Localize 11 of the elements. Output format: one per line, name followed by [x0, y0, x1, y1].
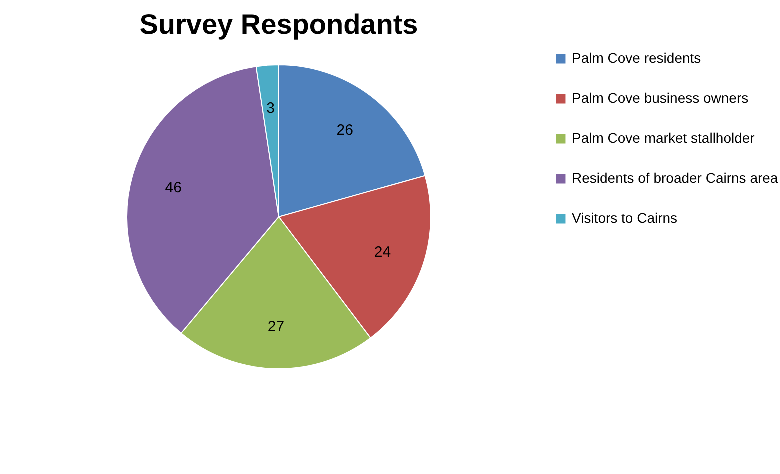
data-label: 24: [374, 244, 392, 261]
legend-label: Palm Cove market stallholder: [572, 130, 756, 146]
legend-label: Visitors to Cairns: [572, 210, 678, 226]
data-label: 26: [336, 122, 354, 139]
data-label: 46: [165, 179, 182, 196]
legend-label: Palm Cove residents: [572, 50, 702, 66]
data-label: 27: [268, 318, 285, 336]
data-label: 3: [266, 100, 275, 117]
chart-title: Survey Respondants: [140, 9, 418, 40]
legend-label: Residents of broader Cairns area: [572, 170, 778, 186]
legend-label: Palm Cove business owners: [572, 90, 749, 106]
